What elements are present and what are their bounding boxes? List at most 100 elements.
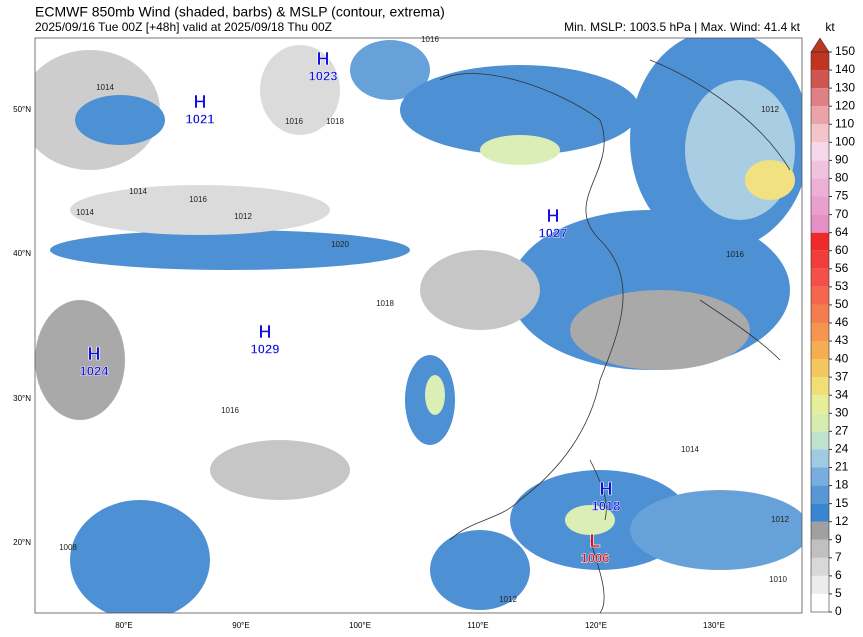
map-field [35, 38, 802, 613]
colorbar-band [811, 142, 829, 161]
colorbar-label: 120 [835, 98, 855, 112]
colorbar-band [811, 160, 829, 179]
colorbar-label: 130 [835, 80, 855, 94]
colorbar-band [811, 232, 829, 251]
colorbar-label: 80 [835, 171, 849, 185]
colorbar-frame [810, 51, 830, 613]
center-symbol: H [88, 344, 101, 364]
colorbar-band [811, 413, 829, 432]
contour-label: 1016 [189, 195, 207, 204]
center-symbol: H [259, 322, 272, 342]
center-value: 1021 [186, 111, 215, 126]
center-value: 1027 [539, 225, 568, 240]
lon-label: 100°E [349, 621, 371, 630]
lon-label: 90°E [232, 621, 249, 630]
colorbar-label: 37 [835, 369, 849, 383]
colorbar-label: 60 [835, 243, 849, 257]
colorbar-band [811, 286, 829, 305]
colorbar-band [811, 395, 829, 414]
contour-label: 1016 [285, 117, 303, 126]
info: Min. MSLP: 1003.5 hPa | Max. Wind: 41.4 … [564, 20, 801, 34]
colorbar-label: 46 [835, 315, 849, 329]
lat-label: 50°N [13, 105, 31, 114]
center-value: 1006 [581, 550, 610, 565]
lon-label: 130°E [703, 621, 725, 630]
colorbar-label: 50 [835, 297, 849, 311]
colorbar-label: 43 [835, 333, 849, 347]
colorbar-band [811, 431, 829, 450]
center-symbol: H [547, 206, 560, 226]
lat-label: 30°N [13, 394, 31, 403]
colorbar-label: 27 [835, 424, 849, 438]
contour-label: 1012 [771, 515, 789, 524]
contour-label: 1014 [129, 187, 147, 196]
colorbar-band [811, 557, 829, 576]
lat-label: 40°N [13, 249, 31, 258]
colorbar-band [811, 575, 829, 594]
colorbar-label: 100 [835, 134, 855, 148]
contour-label: 1014 [681, 445, 699, 454]
colorbar-label: 12 [835, 514, 849, 528]
contour-label: 1016 [726, 250, 744, 259]
colorbar-band [811, 52, 829, 71]
center-value: 1023 [309, 68, 338, 83]
colorbar-label: 56 [835, 261, 849, 275]
colorbar-band [811, 106, 829, 125]
lon-label: 120°E [585, 621, 607, 630]
colorbar-label: 150 [835, 44, 855, 58]
colorbar-label: 64 [835, 225, 849, 239]
colorbar-band [811, 359, 829, 378]
contour-label: 1014 [76, 208, 94, 217]
colorbar-label: 18 [835, 478, 849, 492]
map-frame [34, 37, 803, 614]
colorbar-label: 40 [835, 351, 849, 365]
colorbar-label: 140 [835, 62, 855, 76]
coastlines [439, 59, 791, 613]
colorbar-label: 21 [835, 460, 849, 474]
colorbar-band [811, 268, 829, 287]
colorbar-band [811, 322, 829, 342]
colorbar-band [811, 539, 829, 558]
contour-label: 1016 [421, 35, 439, 44]
colorbar-band [811, 304, 829, 323]
colorbar-label: 7 [835, 550, 842, 564]
colorbar-band [811, 467, 829, 486]
colorbar-label: 6 [835, 568, 842, 582]
lon-label: 110°E [467, 621, 488, 630]
contour-label: 1012 [499, 595, 517, 604]
colorbar-label: 53 [835, 279, 849, 293]
center-value: 1024 [80, 363, 110, 378]
center-symbol: H [194, 92, 207, 112]
colorbar-label: 0 [835, 604, 842, 618]
contour-label: 1012 [761, 105, 779, 114]
contour-label: 1014 [96, 83, 114, 92]
lat-label: 20°N [13, 538, 31, 547]
colorbar-label: 5 [835, 586, 842, 600]
colorbar-band [811, 196, 829, 215]
contour-label: 1016 [221, 406, 239, 415]
colorbar-unit: kt [825, 20, 835, 34]
lon-label: 80°E [115, 621, 132, 630]
center-symbol: L [590, 531, 601, 551]
colorbar-band [811, 214, 829, 233]
center-value: 1018 [592, 498, 621, 513]
contour-label: 1020 [331, 240, 349, 249]
contour-label: 1018 [376, 299, 394, 308]
contour-label: 1010 [769, 575, 787, 584]
wind-shading [35, 38, 802, 613]
colorbar-band [811, 593, 829, 612]
title: ECMWF 850mb Wind (shaded, barbs) & MSLP … [35, 4, 445, 20]
center-symbol: H [317, 49, 330, 69]
colorbar-band [811, 449, 829, 468]
contour-label: 1008 [59, 543, 77, 552]
colorbar-label: 30 [835, 405, 849, 419]
colorbar-label: 24 [835, 442, 849, 456]
colorbar-label: 9 [835, 532, 842, 546]
colorbar-band [811, 503, 829, 522]
colorbar-band [811, 124, 829, 143]
colorbar-band [811, 377, 829, 396]
colorbar-label: 70 [835, 207, 849, 221]
center-value: 1029 [251, 341, 280, 356]
